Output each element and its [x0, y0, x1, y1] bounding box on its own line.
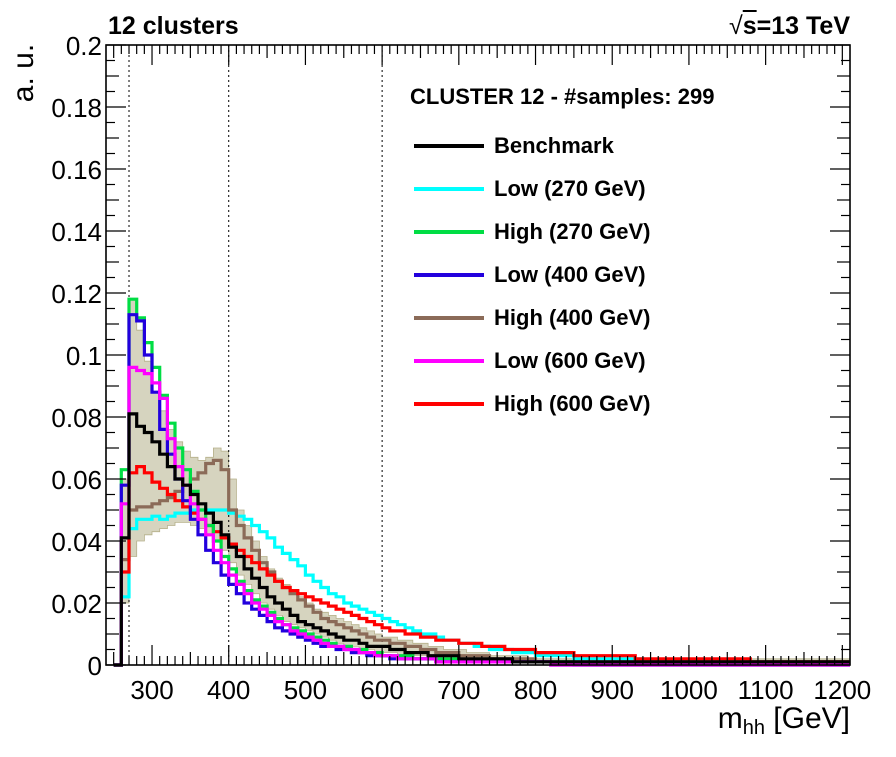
x-tick-label-900: 900: [591, 675, 634, 705]
y-tick-label-7: 0.14: [51, 217, 102, 247]
sqrt-symbol: √: [729, 12, 743, 40]
y-tick-label-4: 0.08: [51, 403, 102, 433]
legend-header: CLUSTER 12 - #samples: 299: [410, 84, 715, 109]
legend-label: High (400 GeV): [494, 304, 651, 330]
x-tick-label-600: 600: [360, 675, 403, 705]
legend-swatch: [414, 186, 484, 191]
x-tick-label-300: 300: [130, 675, 173, 705]
legend-label: Low (600 GeV): [494, 347, 646, 373]
legend: CLUSTER 12 - #samples: 299 Benchmark Low …: [410, 84, 810, 425]
legend-item: High (270 GeV): [410, 210, 810, 253]
y-axis-label: a. u.: [7, 43, 40, 103]
y-tick-label-1: 0.02: [51, 589, 102, 619]
x-tick-label-1000: 1000: [660, 675, 718, 705]
axes: 300 400 500 600 700 800 900 1000 1100 1200 0 0.02 0.…: [51, 31, 871, 705]
y-tick-label-8: 0.16: [51, 155, 102, 185]
x-tick-label-400: 400: [207, 675, 250, 705]
x-axis-label-unit: [GeV]: [764, 702, 850, 735]
x-axis-label-sub: hh: [742, 717, 765, 739]
legend-items: Benchmark Low (270 GeV) High (270 GeV) Low …: [410, 124, 810, 425]
legend-swatch: [414, 143, 484, 148]
legend-swatch: [414, 272, 484, 277]
legend-label: High (600 GeV): [494, 390, 651, 416]
legend-label: High (270 GeV): [494, 218, 651, 244]
energy-annotation: √s=13 TeV: [729, 12, 850, 41]
legend-item: Low (600 GeV): [410, 339, 810, 382]
energy-value: =13 TeV: [756, 12, 850, 40]
legend-label: Benchmark: [494, 132, 614, 158]
x-tick-label-700: 700: [437, 675, 480, 705]
y-tick-label-0: 0: [88, 651, 102, 681]
x-axis-label: mhh [GeV]: [718, 702, 850, 740]
y-tick-label-10: 0.2: [66, 31, 102, 61]
legend-swatch: [414, 401, 484, 406]
y-tick-label-5: 0.1: [66, 341, 102, 371]
energy-s: s: [742, 12, 757, 40]
x-axis-label-main: m: [717, 702, 743, 735]
x-tick-label-1100: 1100: [738, 675, 794, 705]
x-tick-label-1200: 1200: [813, 675, 871, 705]
legend-item: Benchmark: [410, 124, 810, 167]
legend-swatch: [414, 315, 484, 320]
legend-label: Low (400 GeV): [494, 261, 646, 287]
legend-swatch: [414, 229, 484, 234]
y-tick-label-9: 0.18: [51, 93, 102, 123]
x-tick-label-800: 800: [514, 675, 557, 705]
legend-item: High (400 GeV): [410, 296, 810, 339]
legend-swatch: [414, 358, 484, 363]
legend-item: Low (400 GeV): [410, 253, 810, 296]
legend-label: Low (270 GeV): [494, 175, 646, 201]
y-tick-label-6: 0.12: [51, 279, 102, 309]
series-line-0: [113, 412, 850, 667]
legend-item: Low (270 GeV): [410, 167, 810, 210]
x-tick-label-500: 500: [284, 675, 327, 705]
y-tick-label-3: 0.06: [51, 465, 102, 495]
y-tick-label-2: 0.04: [51, 527, 102, 557]
legend-item: High (600 GeV): [410, 382, 810, 425]
chart-title: 12 clusters: [108, 12, 239, 40]
